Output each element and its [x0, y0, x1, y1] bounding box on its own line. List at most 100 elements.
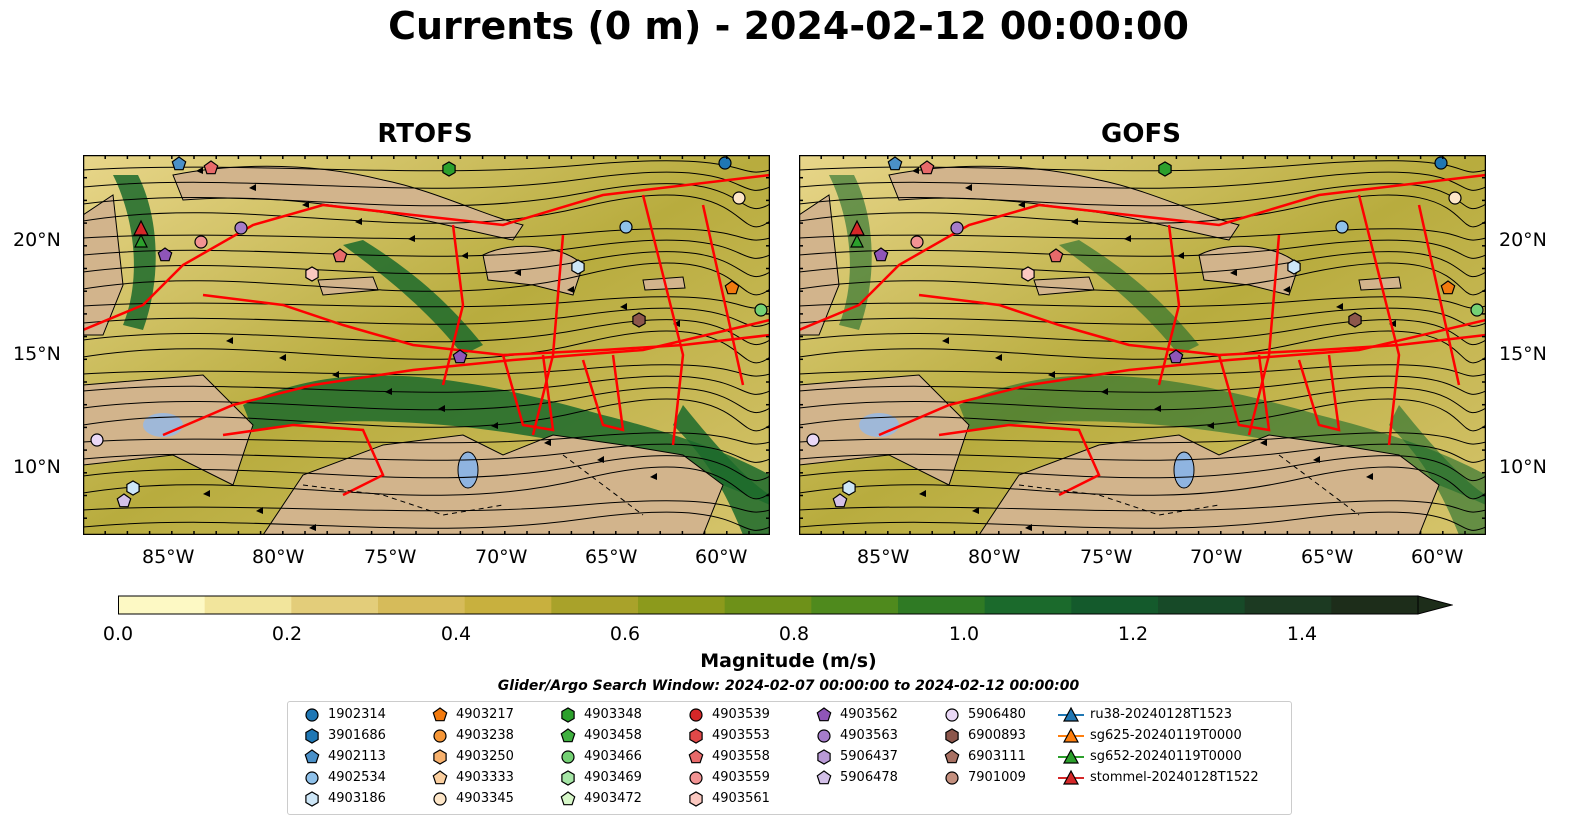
stream-arrow: [995, 354, 1002, 361]
pentagon-icon: [432, 770, 448, 785]
streamline: [799, 330, 1486, 364]
legend-label: 4903348: [584, 707, 642, 722]
legend-label: 4903472: [584, 791, 642, 806]
colorbar-segment: [551, 596, 639, 614]
streamline: [799, 511, 1486, 531]
map-ticks: [83, 155, 770, 535]
colorbar-frame: [118, 595, 1419, 615]
float-marker-4903559: [910, 235, 924, 249]
colorbar-segment: [984, 596, 1072, 614]
float-marker-4902113: [887, 156, 903, 171]
stream-arrow: [302, 201, 309, 208]
lon-label-80w-left: 80°W: [252, 546, 305, 568]
pentagon-icon: [432, 707, 448, 722]
colorbar-label: Magnitude (m/s): [700, 650, 877, 672]
stream-arrow: [1154, 405, 1161, 412]
boundary-line: [441, 224, 465, 386]
circle-icon: [305, 771, 319, 785]
map-panel-gofs: [799, 155, 1486, 535]
float-marker-4902534: [1335, 220, 1349, 234]
boundary-line: [799, 173, 1486, 332]
float-marker-4903563: [234, 221, 248, 235]
streamline: [83, 466, 770, 500]
lat-label-15n-right: 15°N: [1499, 343, 1547, 365]
legend-label: 4902113: [328, 749, 386, 764]
landmass: [83, 194, 124, 336]
boundary-line: [501, 354, 555, 432]
lat-label-20n-right: 20°N: [1499, 229, 1547, 251]
streamline: [83, 375, 770, 395]
float-marker-5906480: [806, 433, 820, 447]
float-marker-4902113: [171, 156, 187, 171]
float-marker-4903558: [332, 248, 348, 263]
lake-maracaibo: [1173, 451, 1195, 489]
pentagon-icon: [560, 791, 576, 806]
strong-current-band: [673, 405, 770, 535]
lon-label-65w-left: 65°W: [585, 546, 638, 568]
legend-label: 4903345: [456, 791, 514, 806]
streamline: [799, 455, 1486, 482]
legend-label: sg652-20240119T0000: [1090, 749, 1242, 764]
streamline: [799, 160, 1486, 173]
circle-icon: [689, 771, 703, 785]
float-marker-1902314: [718, 156, 732, 170]
streamline: [799, 239, 1486, 259]
streamline: [83, 364, 770, 377]
lon-label-60w-left: 60°W: [695, 546, 748, 568]
circle-icon: [561, 750, 575, 764]
streamline: [799, 364, 1486, 377]
stream-arrow: [332, 371, 339, 378]
colorbar-segment: [118, 596, 206, 614]
colorbar-segment: [638, 596, 726, 614]
boundary-line: [938, 423, 1101, 497]
boundary-line: [878, 318, 1486, 437]
float-marker-4903186: [842, 480, 856, 496]
colorbar-tick-0: 0.0: [102, 623, 134, 645]
boundary-line: [701, 204, 745, 386]
stream-arrow: [912, 167, 919, 174]
legend-label: 4903561: [712, 791, 770, 806]
streamline: [83, 387, 770, 413]
triangle-line-icon: [1058, 769, 1084, 785]
stream-arrow: [514, 269, 521, 276]
map-ticks: [799, 155, 1486, 535]
colorbar-segment: [291, 596, 379, 614]
boundary-line: [641, 194, 685, 446]
stream-arrow: [279, 354, 286, 361]
stream-arrow: [1177, 252, 1184, 259]
legend-label: 4903469: [584, 770, 642, 785]
streamline: [799, 500, 1486, 513]
streamline: [83, 171, 770, 191]
legend-label: 4902534: [328, 770, 386, 785]
stream-arrow: [1207, 422, 1214, 429]
legend-label: 4903558: [712, 749, 770, 764]
boundary-line: [918, 293, 1486, 357]
boundary-line: [1357, 194, 1401, 446]
float-marker-4903561: [305, 266, 319, 282]
legend-label: 3901686: [328, 728, 386, 743]
stream-arrow: [438, 405, 445, 412]
float-marker-4903345: [1448, 191, 1462, 205]
legend-label: ru38-20240128T1523: [1090, 707, 1233, 722]
hexagon-icon: [561, 770, 575, 786]
legend-label: 4903217: [456, 707, 514, 722]
stream-arrow: [1230, 269, 1237, 276]
hexagon-icon: [305, 728, 319, 744]
boundary-line: [1247, 234, 1281, 436]
stream-arrow: [355, 218, 362, 225]
float-marker-4903217: [724, 280, 740, 295]
colorbar-segment: [1244, 596, 1332, 614]
streamline: [83, 160, 770, 173]
pentagon-icon: [560, 728, 576, 743]
hexagon-icon: [433, 749, 447, 765]
boundary-line: [581, 354, 625, 432]
search-window-text: Glider/Argo Search Window: 2024-02-07 00…: [497, 678, 1080, 694]
streamline: [799, 228, 1486, 241]
legend-label: 5906480: [968, 707, 1026, 722]
lon-label-80w-right: 80°W: [968, 546, 1021, 568]
lake-maracaibo: [457, 451, 479, 489]
stream-arrow: [620, 303, 627, 310]
streamline: [83, 296, 770, 309]
stream-arrow: [385, 388, 392, 395]
legend-label: 5906478: [840, 770, 898, 785]
